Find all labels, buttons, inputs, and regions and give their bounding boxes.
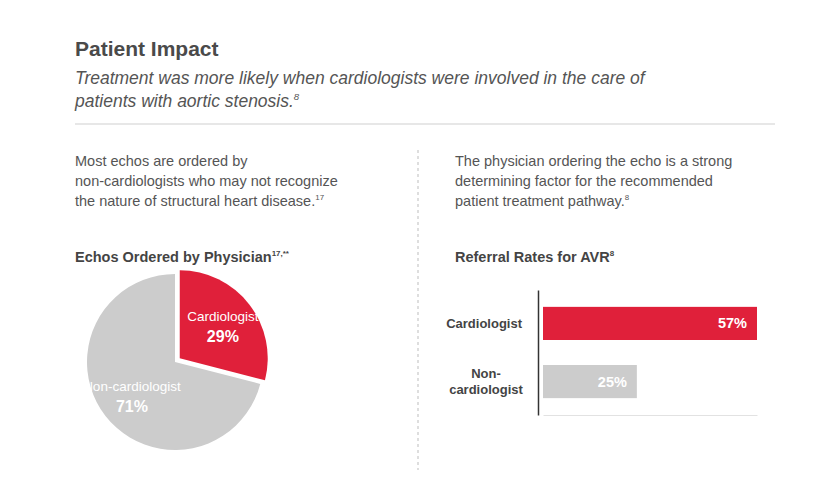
separator [418,150,419,470]
axis-line [544,415,758,416]
data-labels: 57% 25% [598,315,747,389]
reference: 17 [315,193,324,202]
data-label: 29% [207,328,239,345]
text-run: non-cardiologists who may not recognize [75,173,338,189]
data-label: 25% [598,374,627,390]
slice-label: Non-cardiologist [83,379,181,394]
text-line: Echos Ordered by Physician17,** [75,249,290,265]
bars [543,307,757,398]
reference: 8 [625,193,630,202]
slice-group: Non-cardiologist 71% [83,274,260,450]
slice [180,270,268,380]
text-run: Echos Ordered by Physician [75,249,272,265]
slice [87,274,260,450]
text-line: The physician ordering the echo is a str… [455,153,732,169]
text-run: the nature of structural heart disease. [75,193,315,209]
slice-label: Cardiologist [187,309,259,324]
x-axis [544,415,758,416]
reference: 8 [294,91,300,102]
text-line: Most echos are ordered by [75,153,248,169]
pie-chart: Echos Ordered by Physician17,** Cardiolog… [75,249,290,450]
text-line: determining factor for the recommended [455,173,713,189]
slices: Cardiologist 29% Non-cardiologist 71% [83,270,268,450]
note: The physician ordering the echo is a str… [455,153,732,209]
y-axis: Cardiologist Non-cardiologist [446,291,538,416]
text-run: patients with aortic stenosis. [74,91,294,111]
tick-label-part: Non- [471,366,501,381]
text-line: Patient Impact [75,37,219,60]
tick-label: Non-cardiologist [449,366,523,397]
reference: 8 [610,249,615,258]
reference: 17,** [272,249,290,258]
text-run: Referral Rates for AVR [455,249,610,265]
text-line: patients with aortic stenosis.8 [74,91,300,111]
divider [75,124,775,125]
text-run: The physician ordering the echo is a str… [455,153,732,169]
text-line: Referral Rates for AVR8 [455,249,615,265]
infographic: Patient Impact Treatment was more likely … [0,0,840,483]
text-run: Treatment was more likely when cardiolog… [75,68,647,88]
axis-line [538,291,540,416]
tick: Cardiologist [446,316,538,331]
text-run: Patient Impact [75,37,219,60]
text-line: the nature of structural heart disease.1… [75,193,325,209]
data-label: 71% [116,398,148,415]
text-run: determining factor for the recommended [455,173,713,189]
text-run: patient treatment pathway. [455,193,625,209]
tick: Non-cardiologist [449,366,538,397]
text-line: patient treatment pathway.8 [455,193,630,209]
text-line: non-cardiologists who may not recognize [75,173,338,189]
text-line: Treatment was more likely when cardiolog… [75,68,647,88]
slice-group: Cardiologist 29% [180,270,268,380]
bar [543,307,757,340]
text-run: Most echos are ordered by [75,153,248,169]
bar [543,365,637,398]
header: Patient Impact Treatment was more likely … [74,37,775,470]
tick-label-part: cardiologist [449,382,523,397]
bar-chart: Referral Rates for AVR8 Cardiologist Non-c… [446,249,757,416]
note: Most echos are ordered by non-cardiologis… [75,153,338,209]
data-label: 57% [718,315,747,331]
tick-label: Cardiologist [446,316,523,331]
